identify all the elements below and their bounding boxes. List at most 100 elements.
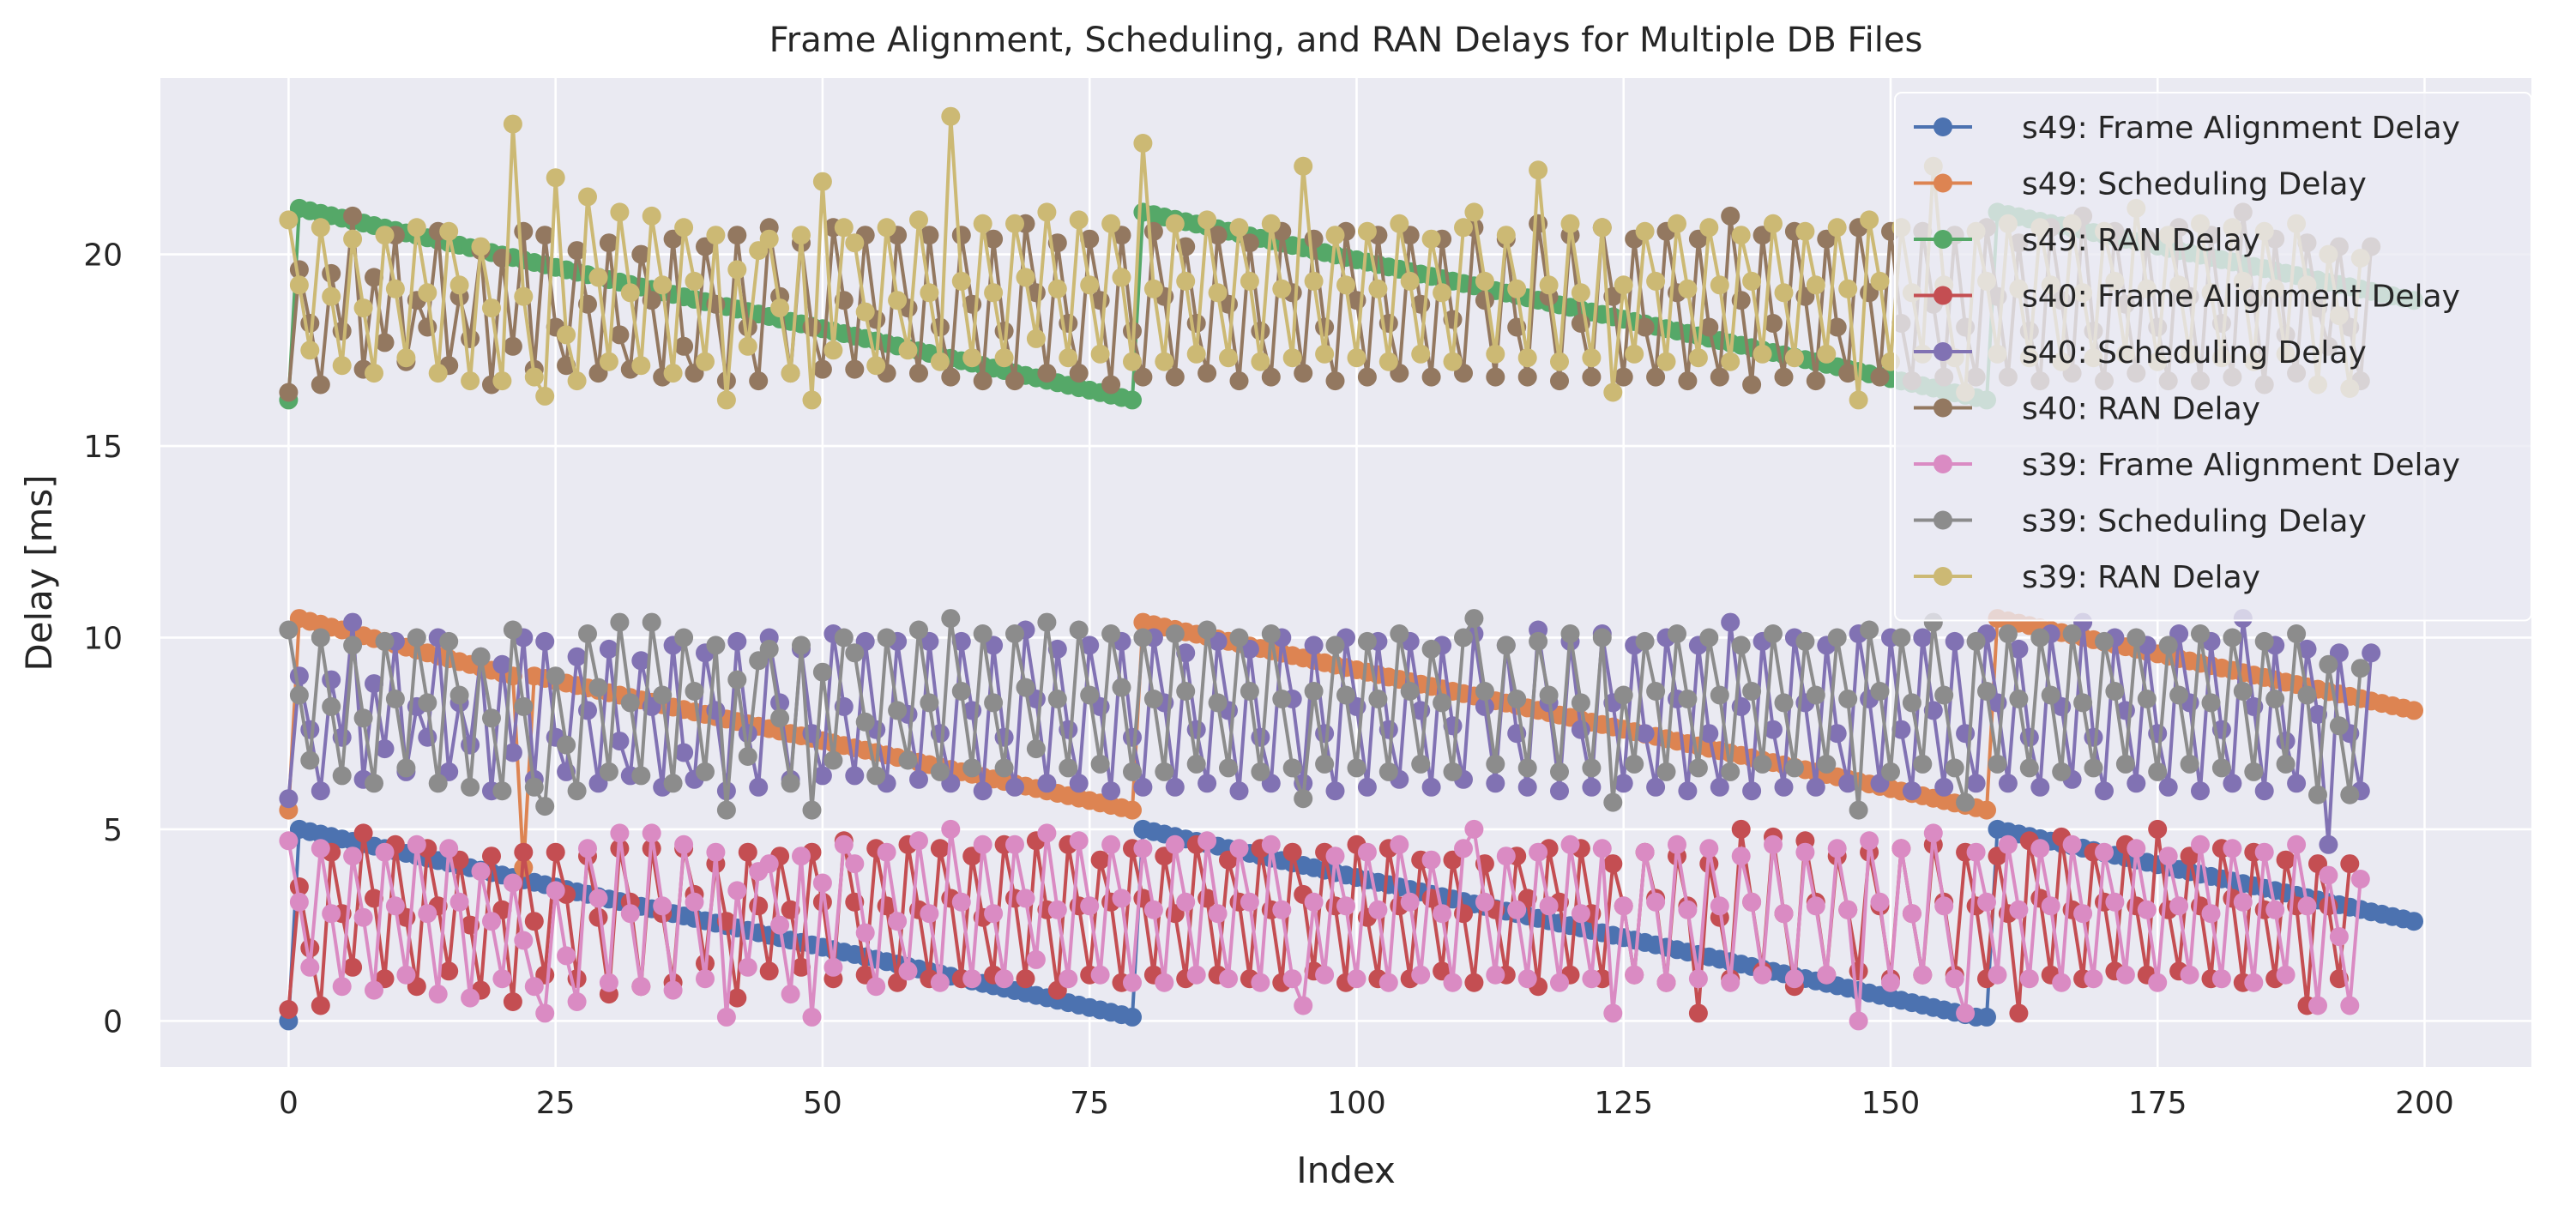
data-point: [1753, 965, 1772, 985]
data-point: [1368, 900, 1388, 919]
legend-marker: [1934, 286, 1952, 305]
data-point: [930, 973, 950, 992]
data-point: [738, 842, 757, 862]
data-point: [2254, 781, 2274, 801]
data-point: [1710, 367, 1729, 387]
data-point: [2340, 785, 2360, 804]
data-point: [1143, 279, 1163, 298]
data-point: [557, 946, 576, 966]
data-point: [1956, 792, 1976, 812]
data-point: [2276, 965, 2295, 985]
data-point: [1891, 839, 1911, 859]
data-point: [1411, 754, 1431, 774]
legend: s49: Frame Alignment Delay s49: Schedulin…: [1894, 92, 2532, 622]
data-point: [1582, 367, 1602, 387]
data-point: [322, 696, 341, 716]
data-point: [279, 383, 299, 402]
data-point: [1721, 762, 1740, 781]
data-point: [2127, 839, 2146, 859]
data-point: [781, 774, 800, 793]
data-point: [685, 271, 704, 291]
data-point: [1635, 631, 1655, 651]
data-point: [1016, 678, 1035, 697]
data-point: [1860, 620, 1879, 640]
data-point: [311, 628, 330, 648]
data-point: [567, 371, 587, 391]
data-point: [1229, 628, 1249, 648]
data-point: [1101, 834, 1121, 854]
data-point: [1219, 348, 1238, 368]
data-point: [2287, 624, 2307, 643]
data-point: [1165, 367, 1185, 387]
data-point: [2127, 628, 2146, 648]
data-point: [1016, 889, 1035, 908]
data-point: [1325, 226, 1345, 245]
data-point: [984, 904, 1004, 924]
data-point: [353, 823, 373, 843]
data-point: [1454, 628, 1473, 648]
data-point: [973, 624, 992, 643]
data-point: [1550, 352, 1569, 371]
data-point: [1529, 631, 1548, 651]
data-point: [674, 336, 694, 356]
data-point: [1080, 275, 1100, 295]
data-point: [1090, 965, 1110, 985]
data-point: [407, 218, 426, 238]
data-point: [1870, 367, 1890, 387]
data-point: [2244, 973, 2264, 992]
data-point: [375, 333, 395, 352]
data-point: [461, 988, 480, 1008]
data-point: [2350, 870, 2370, 889]
data-point: [1656, 352, 1676, 371]
data-point: [1272, 690, 1292, 708]
data-point: [845, 359, 865, 379]
data-point: [930, 839, 950, 859]
data-point: [1069, 831, 1089, 851]
legend-label: s39: Frame Alignment Delay: [2022, 448, 2460, 483]
data-point: [716, 390, 736, 410]
data-point: [1571, 693, 1590, 713]
data-point: [1592, 839, 1612, 859]
data-point: [1282, 758, 1302, 778]
data-point: [2084, 758, 2103, 778]
data-point: [1176, 892, 1196, 912]
data-point: [1945, 758, 1964, 778]
data-point: [1795, 842, 1815, 862]
data-point: [1208, 226, 1228, 245]
x-tick-label: 200: [2395, 1086, 2454, 1121]
data-point: [1475, 682, 1494, 701]
data-point: [2019, 758, 2039, 778]
data-point: [759, 229, 779, 249]
data-point: [1764, 314, 1783, 333]
data-point: [792, 226, 811, 245]
data-point: [1646, 367, 1666, 387]
data-point: [1421, 639, 1441, 659]
data-point: [855, 923, 875, 943]
data-point: [1240, 233, 1259, 253]
data-point: [674, 743, 694, 762]
data-point: [1357, 221, 1377, 241]
data-point: [738, 747, 757, 766]
data-point: [1219, 758, 1238, 778]
data-point: [1998, 774, 2018, 793]
data-point: [1198, 620, 1217, 640]
legend-marker: [1934, 398, 1952, 418]
data-point: [1378, 352, 1398, 371]
data-point: [1902, 693, 1921, 713]
data-point: [343, 229, 363, 249]
data-point: [1517, 348, 1537, 368]
data-point: [385, 896, 405, 916]
data-point: [1123, 973, 1142, 992]
data-point: [1112, 889, 1131, 908]
data-point: [1870, 892, 1890, 912]
data-point: [599, 233, 618, 253]
data-point: [1582, 348, 1602, 368]
data-point: [1101, 781, 1121, 801]
data-point: [1795, 221, 1815, 241]
data-point: [1347, 348, 1366, 368]
x-tick-label: 75: [1070, 1086, 1109, 1121]
data-point: [1870, 271, 1890, 291]
data-point: [2095, 842, 2114, 862]
data-point: [482, 298, 501, 318]
data-point: [1550, 973, 1569, 992]
